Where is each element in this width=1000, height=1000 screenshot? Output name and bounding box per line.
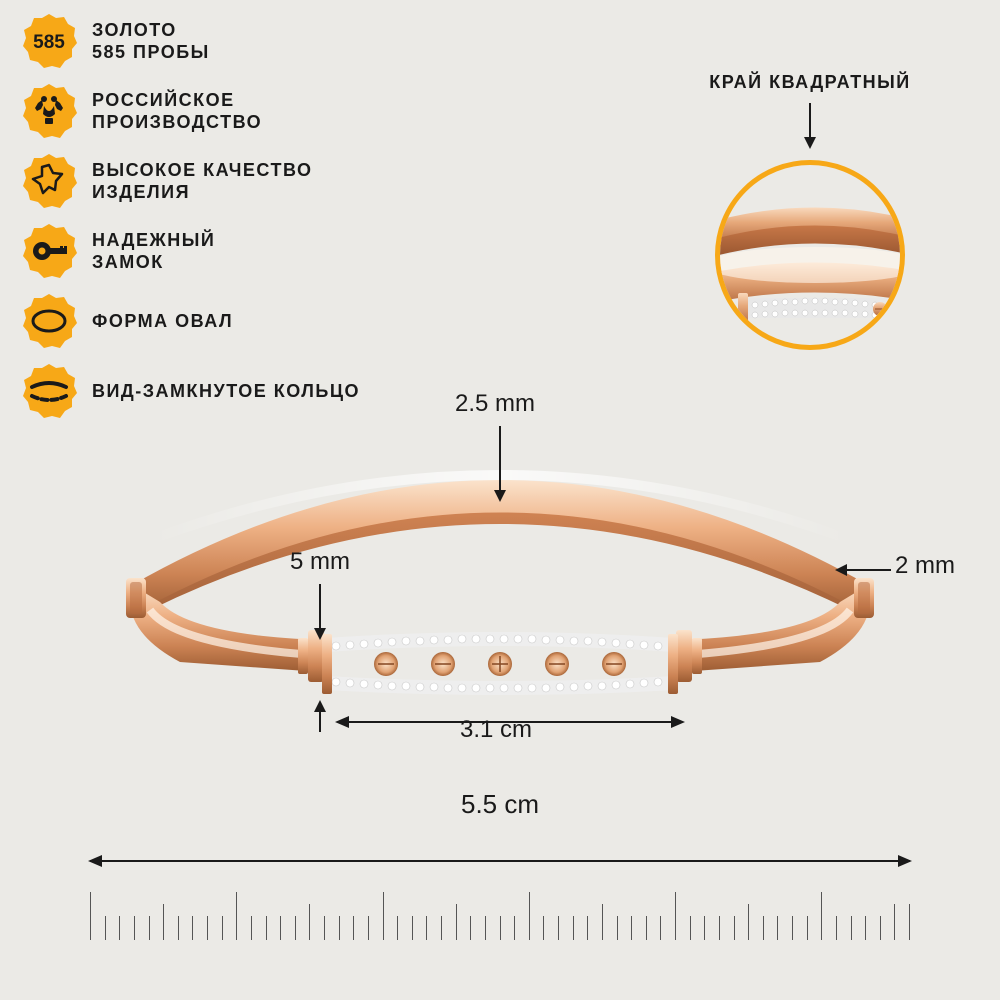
- dim-side: 2 mm: [895, 552, 955, 580]
- badge-eagle-icon: [20, 82, 78, 140]
- feature-label: ВИД-ЗАМКНУТОЕ КОЛЬЦО: [92, 380, 360, 403]
- badge-ring-icon: [20, 362, 78, 420]
- feature-label: ЗОЛОТО585 ПРОБЫ: [92, 19, 210, 64]
- arrow-icon: [310, 580, 330, 640]
- feature-item: ВЫСОКОЕ КАЧЕСТВОИЗДЕЛИЯ: [20, 152, 360, 210]
- feature-item: 585 ЗОЛОТО585 ПРОБЫ: [20, 12, 360, 70]
- detail-label: КРАЙ КВАДРАТНЫЙ: [680, 72, 940, 93]
- detail-callout: КРАЙ КВАДРАТНЫЙ: [680, 72, 940, 350]
- feature-label: НАДЕЖНЫЙЗАМОК: [92, 229, 215, 274]
- ruler-label: 5.5 cm: [461, 789, 539, 820]
- feature-label: РОССИЙСКОЕПРОИЗВОДСТВО: [92, 89, 262, 134]
- ruler-ticks: [90, 892, 910, 940]
- feature-item: НАДЕЖНЫЙЗАМОК: [20, 222, 360, 280]
- feature-label: ФОРМА ОВАЛ: [92, 310, 233, 333]
- badge-oval-icon: [20, 292, 78, 350]
- svg-text:585: 585: [33, 32, 65, 53]
- arrow-icon: [310, 700, 330, 736]
- ruler: [90, 860, 910, 940]
- dim-plate-height: 5 mm: [290, 548, 350, 576]
- feature-item: ФОРМА ОВАЛ: [20, 292, 360, 350]
- feature-item: РОССИЙСКОЕПРОИЗВОДСТВО: [20, 82, 360, 140]
- dim-band-top: 2.5 mm: [455, 390, 535, 418]
- arrow-icon: [490, 422, 510, 502]
- detail-zoom-circle: [715, 160, 905, 350]
- features-list: 585 ЗОЛОТО585 ПРОБЫ РОССИЙСКОЕПРОИЗВОДСТ…: [20, 12, 360, 420]
- feature-item: ВИД-ЗАМКНУТОЕ КОЛЬЦО: [20, 362, 360, 420]
- badge-lock-icon: [20, 222, 78, 280]
- ruler-width-arrow: [90, 860, 910, 862]
- double-arrow-icon: [335, 714, 685, 730]
- badge-585-icon: 585: [20, 12, 78, 70]
- arrow-down-icon: [800, 101, 820, 149]
- feature-label: ВЫСОКОЕ КАЧЕСТВОИЗДЕЛИЯ: [92, 159, 313, 204]
- arrow-icon: [835, 562, 895, 578]
- badge-star-icon: [20, 152, 78, 210]
